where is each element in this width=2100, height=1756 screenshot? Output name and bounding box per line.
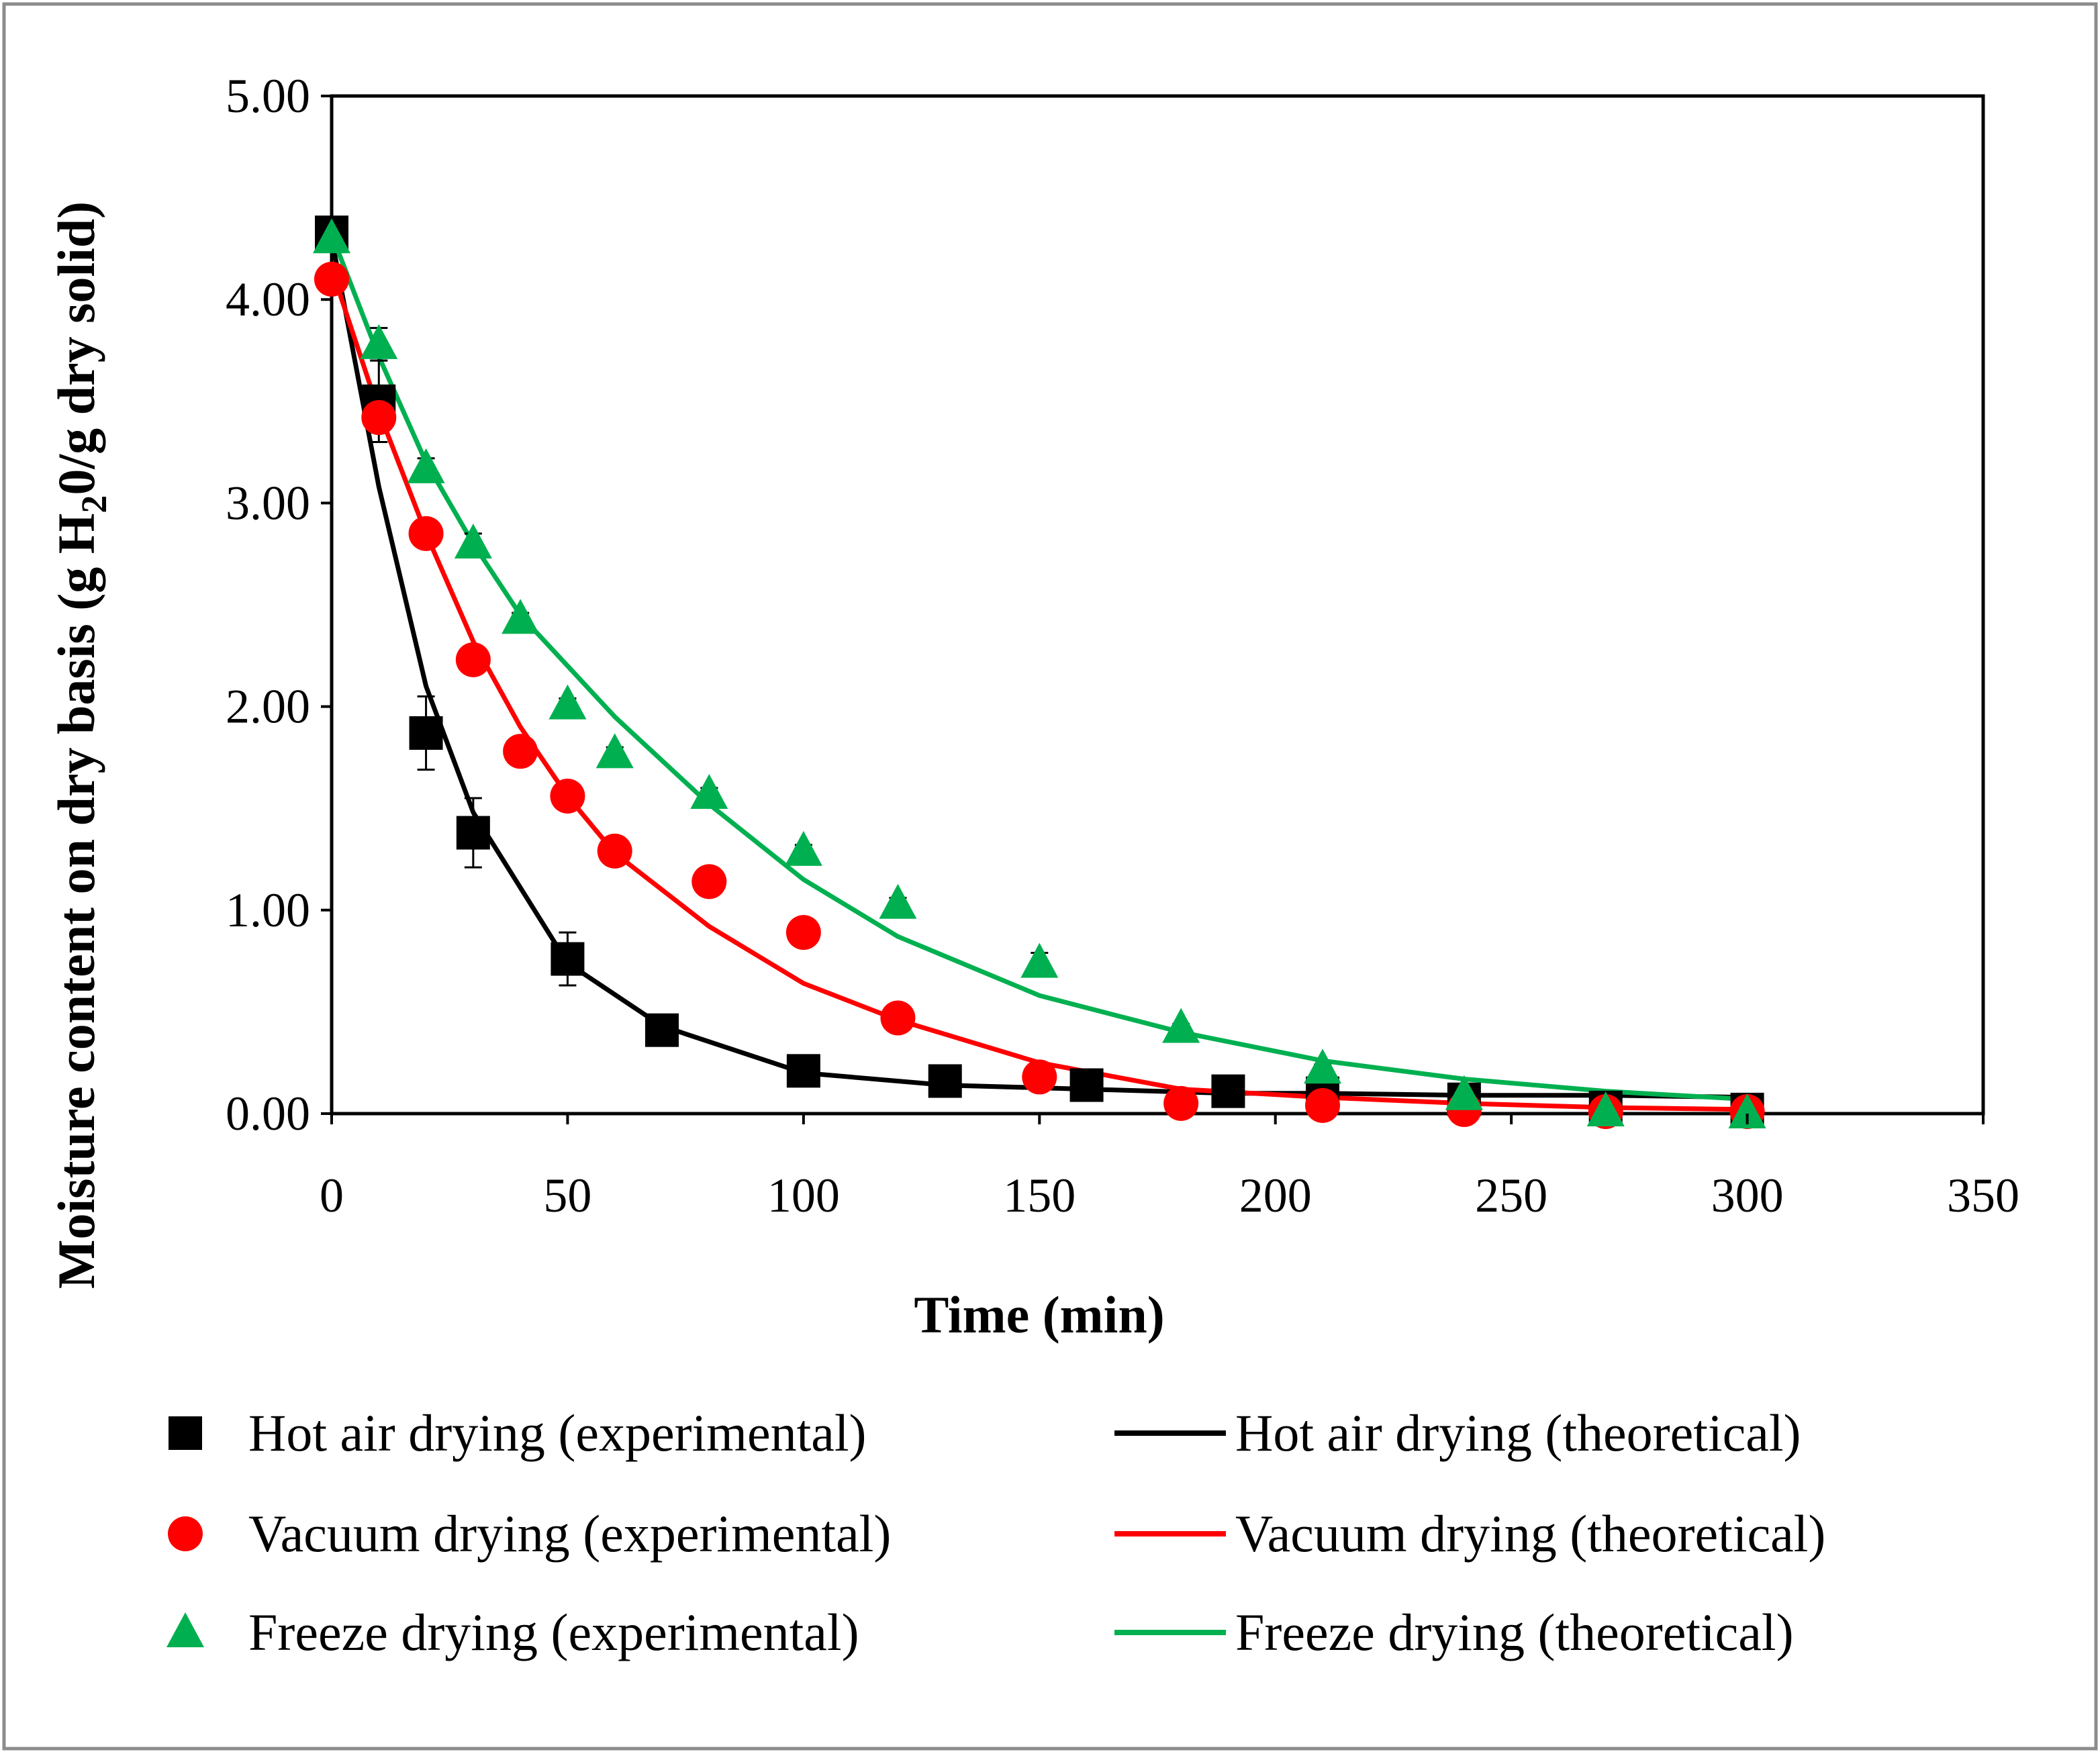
vacuum-exp-point <box>1022 1059 1057 1095</box>
freeze-exp-point <box>1304 1048 1341 1084</box>
vacuum-exp-point <box>1305 1087 1340 1123</box>
legend-marker-freeze-exp <box>166 1612 204 1647</box>
y-tick-label: 5.00 <box>226 69 310 123</box>
y-axis-title-subscript: 2 <box>74 495 114 514</box>
x-tick-label: 350 <box>1947 1169 2019 1222</box>
hot-air-exp-point <box>551 942 585 976</box>
legend-label-vacuum-exp: Vacuum drying (experimental) <box>248 1504 891 1563</box>
legend-label-freeze-theory: Freeze drying (theoretical) <box>1235 1603 1794 1661</box>
freeze-theory-line <box>329 232 1750 1102</box>
hot-air-exp-point <box>1211 1074 1245 1108</box>
vacuum-exp-point <box>503 734 538 769</box>
y-tick-label: 0.00 <box>226 1087 310 1140</box>
vacuum-exp-point <box>1163 1085 1199 1121</box>
hot-air-exp-point <box>928 1064 962 1098</box>
freeze-exp-point <box>454 524 492 559</box>
vacuum-exp-point <box>880 1000 916 1036</box>
hot-air-theory-line <box>329 236 1750 1100</box>
freeze-exp-point <box>360 324 398 359</box>
legend-marker-hot-air-exp <box>169 1416 202 1450</box>
freeze-exp-point <box>690 773 728 809</box>
theoretical-lines <box>329 232 1750 1112</box>
y-axis-title-prefix: Moisture content on dry basis (g H <box>47 514 105 1289</box>
y-tick-label: 4.00 <box>226 273 310 326</box>
freeze-exp-point <box>1728 1093 1766 1128</box>
x-axis-title: Time (min) <box>914 1285 1164 1344</box>
y-axis-title: Moisture content on dry basis (g H20/g d… <box>47 201 114 1289</box>
vacuum-exp-point <box>785 915 821 950</box>
freeze-exp-point <box>502 599 540 634</box>
legend: Hot air drying (experimental) Vacuum dryi… <box>166 1404 1825 1661</box>
vacuum-exp-point <box>361 400 397 436</box>
vacuum-theory-line <box>329 266 1750 1112</box>
legend-label-hot-air-theory: Hot air drying (theoretical) <box>1235 1404 1801 1462</box>
vacuum-exp-point <box>314 261 349 297</box>
x-tick-label: 200 <box>1239 1169 1312 1222</box>
hot-air-exp-point <box>786 1054 820 1088</box>
x-tick-label: 150 <box>1003 1169 1076 1222</box>
vacuum-exp-point <box>597 833 632 869</box>
freeze-exp-point <box>595 733 634 769</box>
hot-air-exp-point <box>645 1013 679 1047</box>
vacuum-exp-point <box>455 642 491 677</box>
x-tick-label: 300 <box>1711 1169 1784 1222</box>
freeze-exp-point <box>1162 1008 1200 1043</box>
x-tick-label: 50 <box>543 1169 591 1222</box>
legend-label-vacuum-theory: Vacuum drying (theoretical) <box>1235 1504 1825 1563</box>
freeze-exp-point <box>1445 1075 1483 1110</box>
vacuum-exp-point <box>691 864 727 899</box>
y-tick-label: 2.00 <box>226 680 310 734</box>
vacuum-exp-point <box>408 516 444 551</box>
freeze-exp-point <box>407 448 445 483</box>
y-tick-label: 3.00 <box>226 476 310 530</box>
vacuum-exp-point <box>550 779 585 814</box>
hot-air-exp-point <box>409 716 443 750</box>
y-axis-title-suffix: 0/g dry solid) <box>47 201 105 495</box>
legend-label-hot-air-exp: Hot air drying (experimental) <box>248 1404 867 1462</box>
x-tick-label: 100 <box>767 1169 840 1222</box>
axes: 0 50 100 150 200 250 300 350 0.00 1.00 2.00 3.00 4.0… <box>226 69 2019 1222</box>
legend-label-freeze-exp: Freeze drying (experimental) <box>248 1603 859 1661</box>
x-tick-label: 250 <box>1475 1169 1547 1222</box>
experimental-markers <box>313 215 1766 1129</box>
freeze-exp-point <box>548 684 587 720</box>
freeze-exp-point <box>313 218 350 254</box>
freeze-exp-point <box>784 830 822 866</box>
y-tick-label: 1.00 <box>226 883 310 937</box>
hot-air-exp-point <box>456 816 490 850</box>
freeze-exp-point <box>879 883 917 919</box>
freeze-exp-point <box>1586 1091 1625 1126</box>
plot-area-frame <box>330 94 1985 1116</box>
hot-air-exp-point <box>1069 1068 1104 1102</box>
freeze-exp-point <box>1020 942 1059 978</box>
x-tick-label: 0 <box>320 1169 344 1222</box>
legend-marker-vacuum-exp <box>168 1516 203 1551</box>
